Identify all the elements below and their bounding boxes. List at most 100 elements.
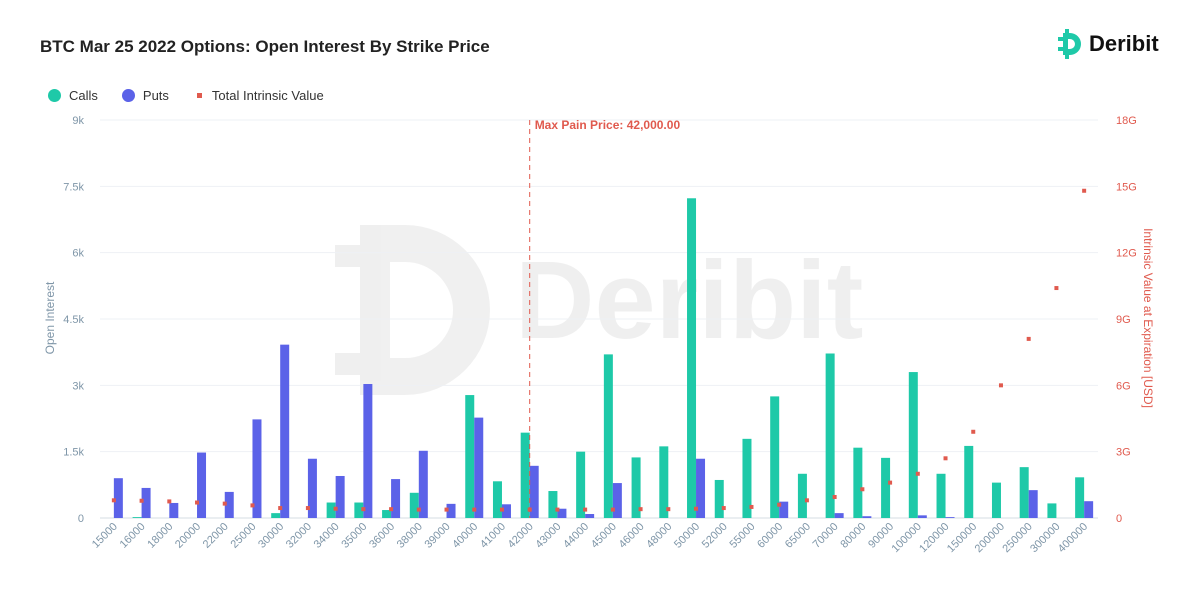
intrinsic-marker[interactable]	[832, 494, 837, 499]
intrinsic-marker[interactable]	[222, 501, 227, 506]
call-bar[interactable]	[576, 451, 586, 518]
legend-item-intrinsic[interactable]: Total Intrinsic Value	[193, 88, 324, 103]
call-bar[interactable]	[881, 457, 891, 518]
intrinsic-marker[interactable]	[666, 507, 671, 512]
x-tick-label: 300000	[1028, 521, 1062, 555]
call-bar[interactable]	[520, 432, 530, 518]
call-bar[interactable]	[687, 198, 697, 519]
intrinsic-marker[interactable]	[915, 471, 920, 476]
call-bar[interactable]	[742, 438, 752, 518]
put-bar[interactable]	[917, 515, 927, 518]
put-bar[interactable]	[391, 479, 401, 518]
intrinsic-marker[interactable]	[305, 506, 310, 511]
intrinsic-marker[interactable]	[333, 506, 338, 511]
intrinsic-marker[interactable]	[721, 506, 726, 511]
intrinsic-marker[interactable]	[971, 429, 976, 434]
intrinsic-marker[interactable]	[694, 506, 699, 511]
call-bar[interactable]	[1019, 467, 1029, 518]
intrinsic-marker[interactable]	[1082, 188, 1087, 193]
put-bar[interactable]	[280, 344, 290, 518]
intrinsic-marker[interactable]	[499, 507, 504, 512]
call-bar[interactable]	[548, 491, 558, 518]
put-bar[interactable]	[224, 491, 234, 518]
call-bar[interactable]	[797, 473, 807, 518]
put-bar[interactable]	[418, 450, 428, 518]
call-bar[interactable]	[1075, 477, 1085, 518]
put-bar[interactable]	[834, 513, 844, 518]
call-bar[interactable]	[465, 395, 475, 518]
put-bar[interactable]	[169, 502, 179, 518]
put-bar[interactable]	[501, 504, 511, 518]
call-bar[interactable]	[908, 372, 918, 518]
put-bar[interactable]	[335, 475, 345, 518]
put-bar[interactable]	[1028, 490, 1038, 518]
call-bar[interactable]	[936, 473, 946, 518]
call-bar[interactable]	[659, 446, 669, 518]
intrinsic-marker[interactable]	[1054, 286, 1059, 291]
call-bar[interactable]	[991, 482, 1001, 518]
intrinsic-marker[interactable]	[472, 507, 477, 512]
intrinsic-marker[interactable]	[638, 507, 643, 512]
x-tick-label: 22000	[201, 521, 231, 551]
put-bar[interactable]	[474, 417, 484, 518]
legend-item-calls[interactable]: Calls	[48, 88, 98, 103]
intrinsic-marker[interactable]	[389, 507, 394, 512]
intrinsic-marker[interactable]	[749, 504, 754, 509]
call-bar[interactable]	[770, 396, 780, 518]
call-bar[interactable]	[631, 457, 641, 518]
intrinsic-marker[interactable]	[1026, 336, 1031, 341]
put-bar[interactable]	[363, 384, 373, 518]
put-bar[interactable]	[612, 483, 622, 518]
intrinsic-marker[interactable]	[555, 507, 560, 512]
put-bar[interactable]	[197, 452, 207, 518]
call-bar[interactable]	[825, 353, 835, 518]
call-bar[interactable]	[853, 447, 863, 518]
intrinsic-marker[interactable]	[583, 507, 588, 512]
intrinsic-marker[interactable]	[195, 500, 200, 505]
put-bar[interactable]	[113, 478, 123, 518]
call-bar[interactable]	[409, 492, 419, 518]
call-bar[interactable]	[271, 513, 281, 518]
intrinsic-marker[interactable]	[943, 456, 948, 461]
call-bar[interactable]	[964, 445, 974, 518]
put-bar[interactable]	[446, 503, 456, 518]
put-bar[interactable]	[696, 458, 706, 518]
call-bar[interactable]	[354, 502, 364, 518]
intrinsic-marker[interactable]	[111, 498, 116, 503]
intrinsic-marker[interactable]	[444, 507, 449, 512]
x-tick-label: 30000	[256, 521, 286, 551]
intrinsic-marker[interactable]	[860, 487, 865, 492]
call-bar[interactable]	[382, 510, 392, 518]
intrinsic-marker[interactable]	[888, 480, 893, 485]
intrinsic-marker[interactable]	[416, 507, 421, 512]
call-bar[interactable]	[603, 354, 613, 518]
intrinsic-marker[interactable]	[278, 506, 283, 511]
intrinsic-marker[interactable]	[804, 498, 809, 503]
put-bar[interactable]	[945, 517, 955, 518]
put-bar[interactable]	[557, 508, 567, 518]
call-bar[interactable]	[326, 502, 336, 518]
intrinsic-marker[interactable]	[777, 502, 782, 507]
intrinsic-marker[interactable]	[361, 507, 366, 512]
put-bar[interactable]	[141, 487, 151, 518]
put-bar[interactable]	[252, 419, 262, 518]
intrinsic-marker[interactable]	[250, 503, 255, 508]
put-bar[interactable]	[862, 516, 872, 518]
left-tick-label: 0	[78, 513, 84, 525]
legend-item-puts[interactable]: Puts	[121, 88, 169, 103]
put-bar[interactable]	[307, 458, 317, 518]
intrinsic-marker[interactable]	[167, 499, 172, 504]
call-bar[interactable]	[132, 517, 142, 518]
call-bar[interactable]	[714, 479, 724, 518]
put-bar[interactable]	[1084, 501, 1094, 518]
intrinsic-marker[interactable]	[139, 498, 144, 503]
intrinsic-marker[interactable]	[610, 507, 615, 512]
call-bar[interactable]	[492, 481, 502, 518]
deribit-watermark: Deribit	[335, 225, 863, 395]
intrinsic-marker[interactable]	[998, 383, 1003, 388]
grid-lines	[100, 119, 1098, 519]
put-bar[interactable]	[779, 501, 789, 518]
call-bar[interactable]	[1047, 503, 1057, 518]
put-bar[interactable]	[529, 465, 539, 518]
put-bar[interactable]	[585, 514, 595, 518]
